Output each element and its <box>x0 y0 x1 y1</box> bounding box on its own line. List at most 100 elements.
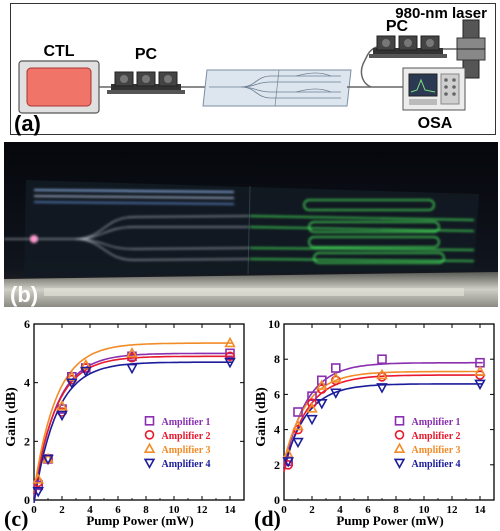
plot-frame <box>283 323 495 501</box>
data-point-amplifier-4 <box>56 410 68 422</box>
data-point-amplifier-3 <box>56 399 68 411</box>
legend-marker-2 <box>394 430 405 440</box>
data-point-amplifier-4 <box>330 388 342 399</box>
legend-label-4: Amplifier 4 <box>162 459 211 470</box>
ctl-screen <box>26 67 92 107</box>
y-tick-label: 4 <box>24 376 30 390</box>
data-point-amplifier-1 <box>331 363 341 373</box>
y-tick-label: 2 <box>274 458 280 472</box>
data-point-amplifier-2 <box>225 351 235 362</box>
data-point-amplifier-3 <box>376 368 388 380</box>
panel-d-label: (d) <box>254 506 281 531</box>
legend-marker-3 <box>393 442 406 453</box>
device-photo-drawing: (b) <box>4 142 498 307</box>
fit-curve-2 <box>33 355 233 495</box>
data-point-amplifier-3 <box>66 370 78 381</box>
x-tick-label: 6 <box>365 504 371 516</box>
data-point-amplifier-1 <box>307 391 317 401</box>
legend-marker-1 <box>144 416 155 426</box>
legend-marker-1 <box>394 416 405 426</box>
data-point-amplifier-3 <box>126 347 138 358</box>
data-point-amplifier-4 <box>474 379 486 391</box>
legend-marker-2 <box>144 430 155 440</box>
device-photo-panel: (b) <box>4 142 498 307</box>
plot-frame <box>33 323 245 501</box>
data-point-amplifier-3 <box>474 365 486 376</box>
data-point-amplifier-1 <box>33 480 44 491</box>
chart-d-x-axis-label: Pump Power (mW) <box>336 513 443 528</box>
legend-label-1: Amplifier 1 <box>162 417 211 428</box>
x-tick-label: 12 <box>197 504 209 516</box>
laser-label: 980-nm laser <box>395 5 487 22</box>
data-point-amplifier-2 <box>283 460 294 470</box>
laser-980nm <box>456 19 486 79</box>
data-point-amplifier-4 <box>306 414 318 426</box>
chart-c-y-axis-label: Gain (dB) <box>4 387 19 447</box>
legend-marker-4 <box>393 458 406 470</box>
pc-right-label: PC <box>386 18 409 35</box>
data-point-amplifier-2 <box>307 398 317 408</box>
y-tick-label: 0 <box>24 493 30 507</box>
setup-schematic-panel: CTL PC PC 980-nm laser OSA (a) <box>10 3 496 136</box>
ctl-label: CTL <box>43 43 74 60</box>
x-tick-label: 0 <box>281 504 287 516</box>
data-point-amplifier-4 <box>376 383 388 394</box>
chart-c-x-axis-label: Pump Power (mW) <box>86 513 193 528</box>
osa-label: OSA <box>418 115 453 132</box>
polarization-controller-left <box>107 71 185 94</box>
y-tick-label: 10 <box>268 317 280 331</box>
data-point-amplifier-4 <box>42 454 54 466</box>
legend-label-4: Amplifier 4 <box>412 459 461 470</box>
x-tick-label: 2 <box>309 504 315 516</box>
data-point-amplifier-3 <box>306 402 318 413</box>
data-point-amplifier-4 <box>224 357 236 369</box>
data-point-amplifier-4 <box>282 457 294 468</box>
data-point-amplifier-1 <box>225 348 235 359</box>
y-tick-label: 6 <box>274 387 280 401</box>
data-point-amplifier-4 <box>66 378 78 389</box>
optical-spectrum-analyzer <box>402 67 466 111</box>
data-point-amplifier-2 <box>127 352 137 363</box>
fit-curve-1 <box>33 352 233 498</box>
data-point-amplifier-3 <box>224 336 236 348</box>
x-tick-label: 14 <box>225 504 237 516</box>
x-tick-label: 0 <box>31 504 37 516</box>
x-tick-label: 6 <box>115 504 121 516</box>
x-tick-label: 8 <box>143 504 149 516</box>
pc-left-label: PC <box>135 46 158 63</box>
panel-c-label: (c) <box>4 506 28 531</box>
fit-curve-4 <box>33 361 233 504</box>
chart-d-y-axis-label: Gain (dB) <box>254 387 269 447</box>
data-point-amplifier-3 <box>292 419 304 431</box>
y-tick-label: 8 <box>274 352 280 366</box>
gain-chart-d: 0 2 4 6 8 10 12 14 0 2 4 6 8 10 Amplifier 1 Amplifier … <box>254 317 495 531</box>
x-tick-label: 4 <box>337 504 343 516</box>
legend-label-2: Amplifier 2 <box>412 431 461 442</box>
polarization-controller-right <box>369 35 447 58</box>
data-point-amplifier-4 <box>32 487 44 498</box>
data-point-amplifier-1 <box>377 354 387 365</box>
data-point-amplifier-3 <box>32 473 44 484</box>
data-point-amplifier-3 <box>80 358 92 370</box>
data-point-amplifier-3 <box>330 372 342 383</box>
legend-label-3: Amplifier 3 <box>162 445 211 456</box>
x-tick-label: 4 <box>87 504 93 516</box>
data-point-amplifier-4 <box>292 437 304 449</box>
y-tick-label: 6 <box>24 317 30 331</box>
data-point-amplifier-1 <box>293 407 303 417</box>
legend-label-1: Amplifier 1 <box>412 417 461 428</box>
data-point-amplifier-3 <box>316 379 328 390</box>
x-tick-label: 10 <box>169 504 181 516</box>
x-tick-label: 2 <box>59 504 65 516</box>
x-tick-label: 14 <box>475 504 487 516</box>
fit-curve-4 <box>283 383 483 469</box>
y-tick-label: 0 <box>274 493 280 507</box>
data-point-amplifier-4 <box>126 363 138 375</box>
x-tick-label: 8 <box>393 504 399 516</box>
x-tick-label: 10 <box>419 504 431 516</box>
gain-chart-c: 0 2 4 6 8 10 12 14 0 2 4 6 Amplifier 1 Amplifier 2 Am… <box>4 317 245 531</box>
fit-curve-2 <box>283 374 483 472</box>
panel-b-label: (b) <box>10 282 38 307</box>
setup-schematic-drawing: CTL PC PC 980-nm laser OSA (a) <box>14 5 487 136</box>
legend-marker-3 <box>143 442 156 453</box>
